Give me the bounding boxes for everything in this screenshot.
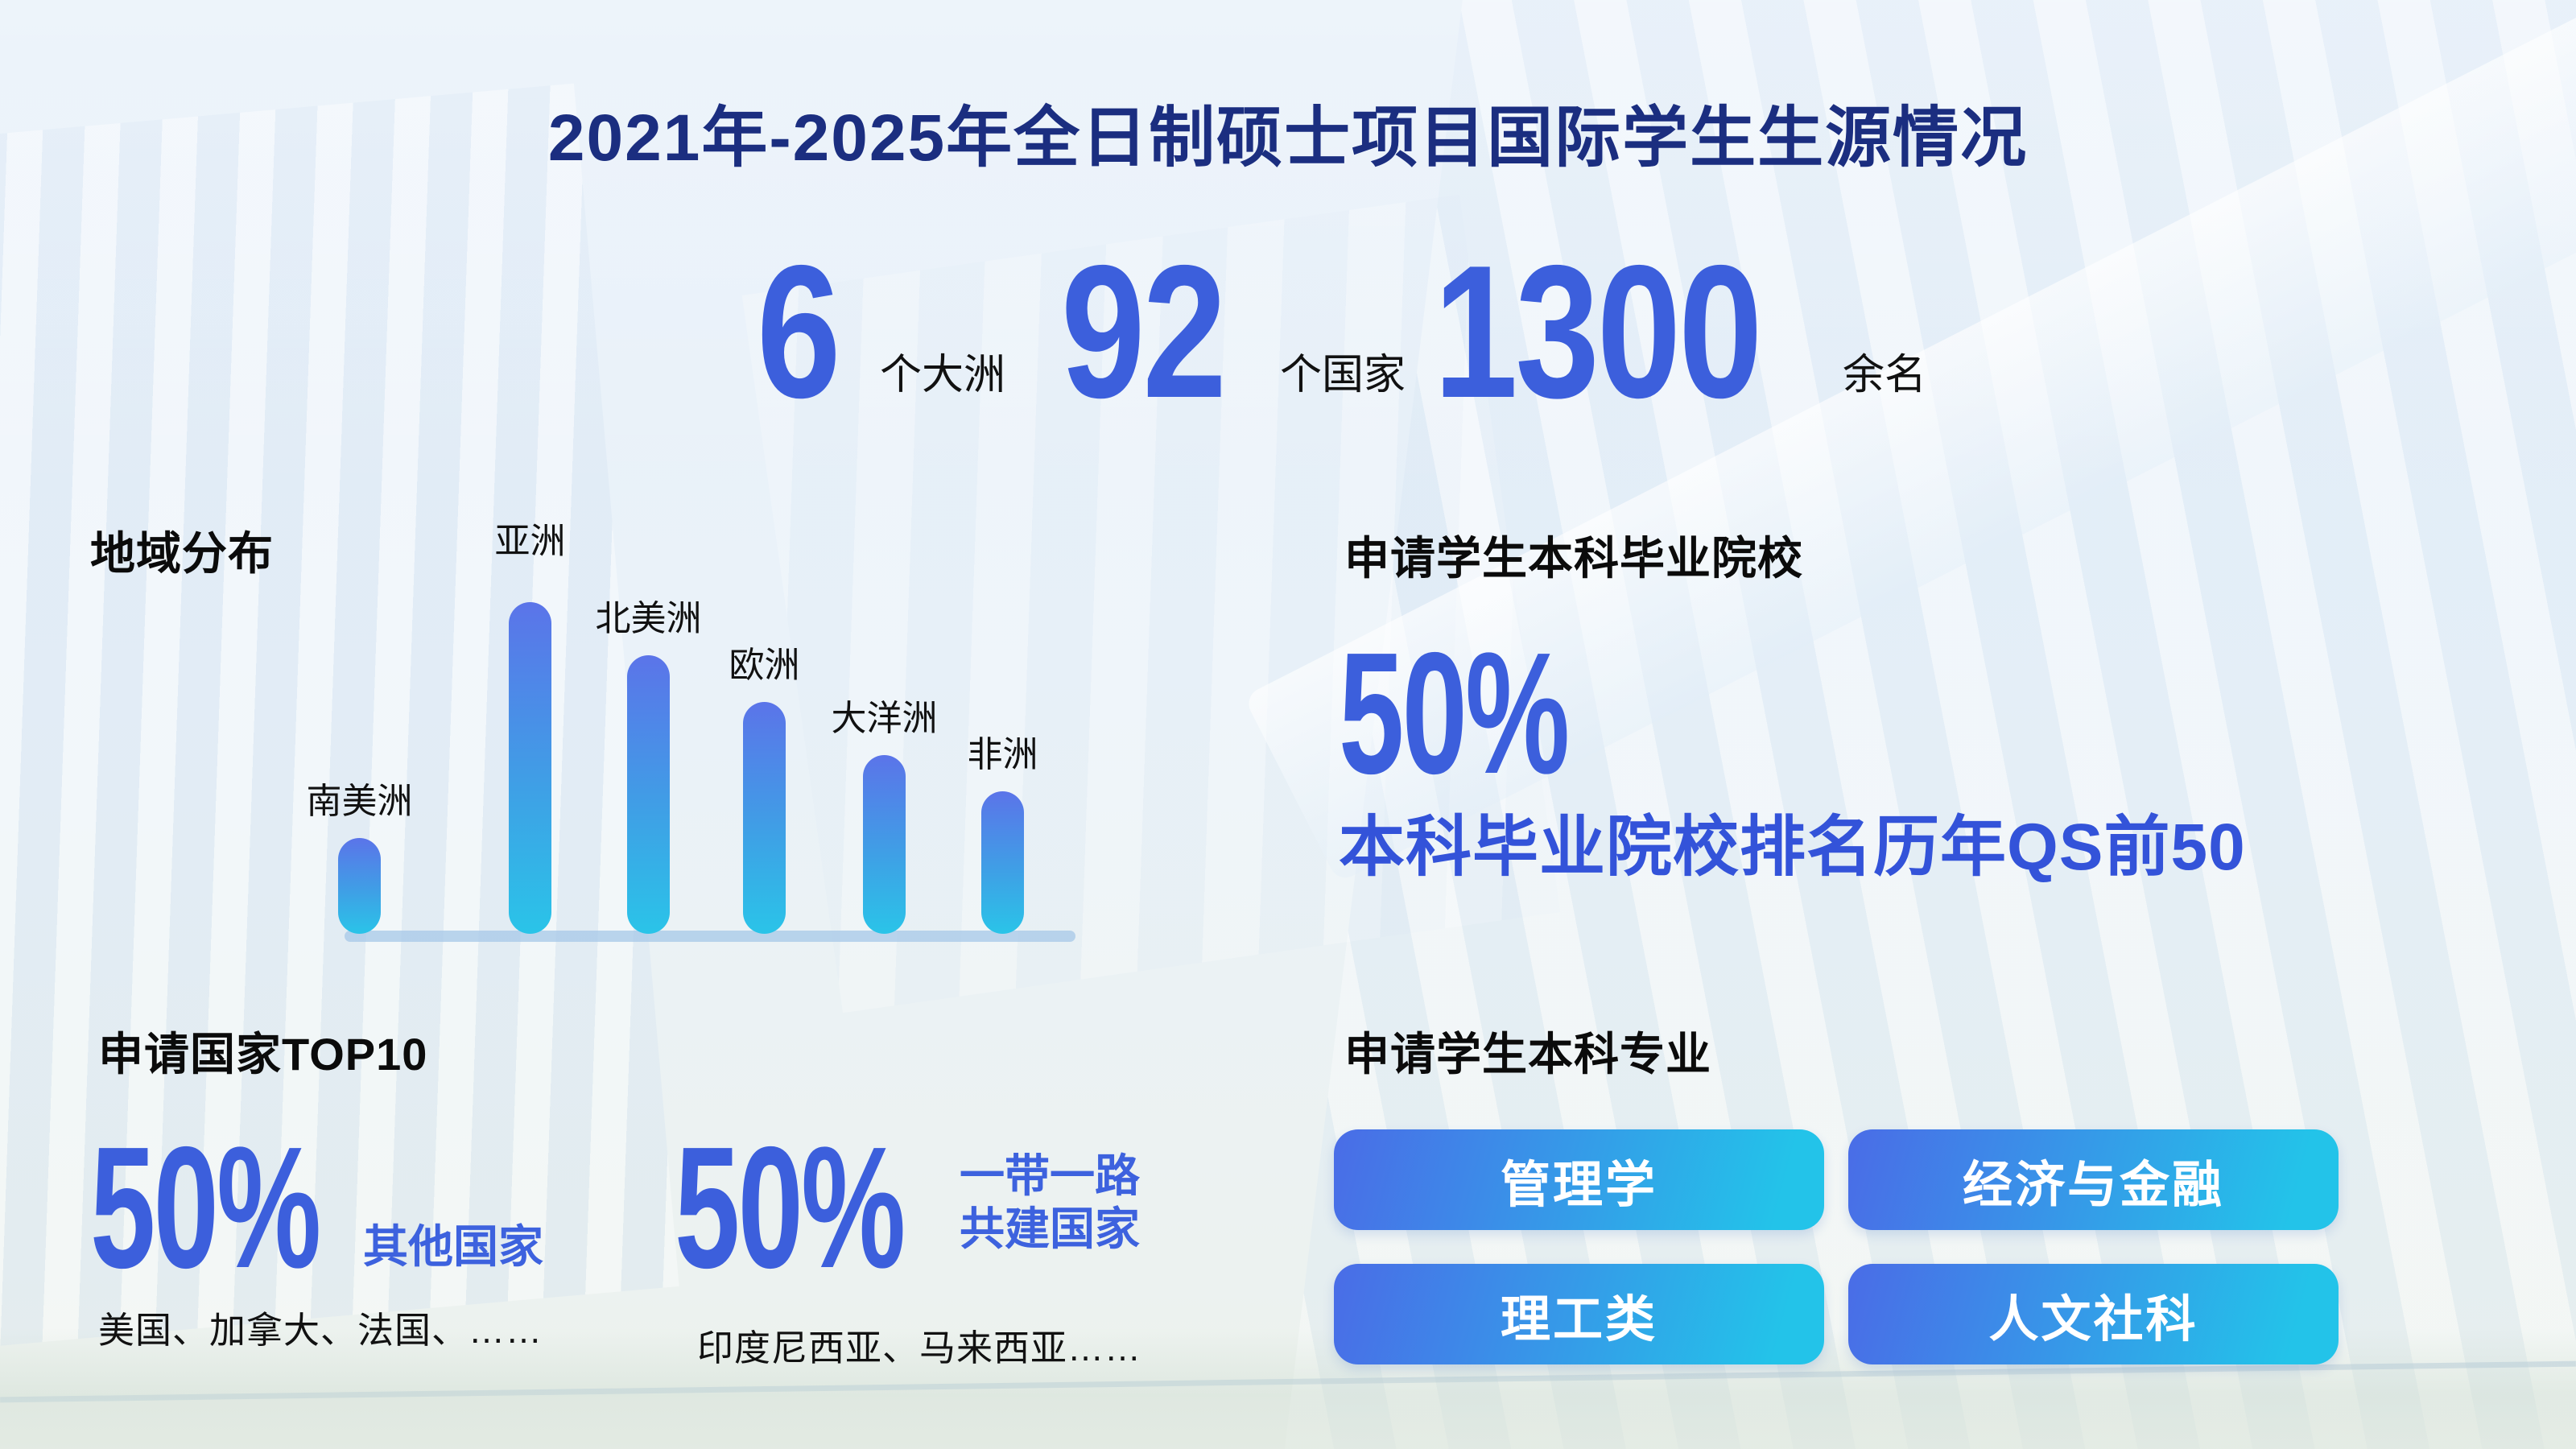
headline-stats: 6 个大洲 92 个国家 1300 余名 xyxy=(757,225,1980,437)
bar-label-europe: 欧洲 xyxy=(729,646,800,685)
stat-continents-value: 6 xyxy=(757,225,841,437)
stat-countries-unit: 个国家 xyxy=(1280,352,1406,398)
major-button-humanities-social[interactable]: 人文社科 xyxy=(1848,1264,2339,1364)
stat-countries-value: 92 xyxy=(1061,225,1227,437)
stat-students-unit: 余名 xyxy=(1843,352,1927,398)
countries-other-percent: 50% xyxy=(90,1109,321,1304)
bar-label-africa: 非洲 xyxy=(967,735,1038,774)
bar-label-south-america: 南美洲 xyxy=(306,782,413,821)
bar-oceania xyxy=(863,755,906,934)
major-button-economics-finance[interactable]: 经济与金融 xyxy=(1848,1129,2339,1230)
majors-section-heading: 申请学生本科专业 xyxy=(1344,1029,1711,1080)
region-bar-chart: 亚洲 北美洲 欧洲 大洋洲 非洲 南美洲 xyxy=(307,522,1095,942)
bar-north-america xyxy=(627,655,670,934)
stat-students-value: 1300 xyxy=(1434,225,1763,437)
major-button-management[interactable]: 管理学 xyxy=(1334,1129,1824,1230)
countries-belt-road-examples: 印度尼西亚、马来西亚…… xyxy=(697,1327,1142,1368)
countries-other-label: 其他国家 xyxy=(363,1221,543,1272)
bar-europe xyxy=(743,702,786,934)
background-railing-line xyxy=(0,1360,2576,1403)
countries-belt-road-label: 一带一路 共建国家 xyxy=(960,1150,1140,1254)
universities-section-heading: 申请学生本科毕业院校 xyxy=(1344,533,1803,584)
bar-label-north-america: 北美洲 xyxy=(595,599,702,638)
universities-qs-description: 本科毕业院校排名历年QS前50 xyxy=(1339,811,2246,884)
stat-continents-unit: 个大洲 xyxy=(880,352,1006,398)
region-section-heading: 地域分布 xyxy=(90,528,274,579)
countries-other-examples: 美国、加拿大、法国、…… xyxy=(98,1310,543,1351)
bar-label-asia: 亚洲 xyxy=(494,522,566,561)
page-title: 2021年-2025年全日制硕士项目国际学生生源情况 xyxy=(547,101,2029,175)
countries-section-heading: 申请国家TOP10 xyxy=(98,1029,428,1080)
countries-belt-road-percent: 50% xyxy=(675,1109,906,1304)
bar-africa xyxy=(981,791,1024,934)
bar-label-oceania: 大洋洲 xyxy=(831,699,938,738)
chart-baseline xyxy=(345,931,1075,942)
bar-asia xyxy=(509,602,551,934)
bar-south-america xyxy=(338,838,381,934)
major-button-science-engineering[interactable]: 理工类 xyxy=(1334,1264,1824,1364)
